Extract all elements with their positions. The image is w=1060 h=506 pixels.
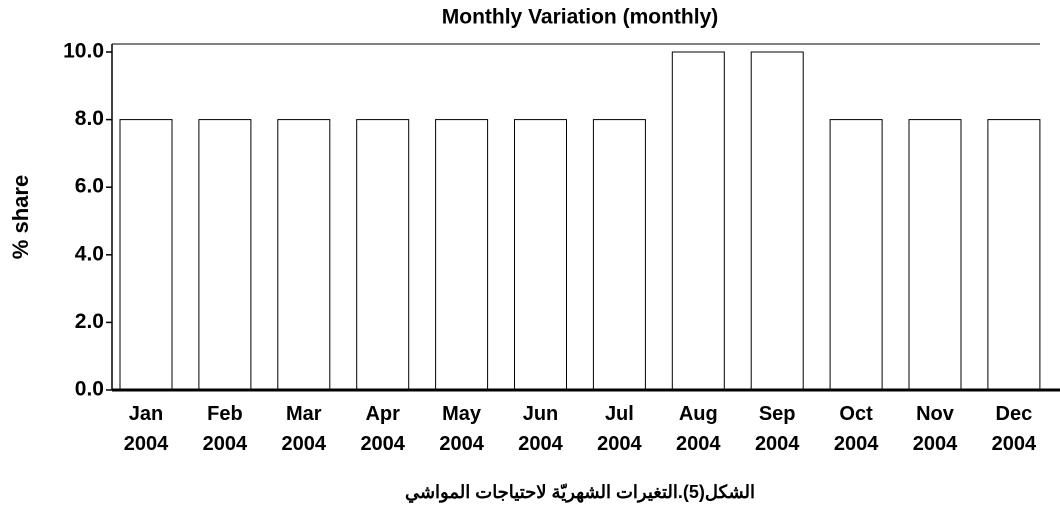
- bar: [987, 119, 1041, 391]
- x-tick-label: Apr 2004: [360, 403, 405, 455]
- bar: [671, 51, 725, 391]
- y-axis-label: % share: [8, 175, 33, 259]
- bar: [514, 119, 567, 391]
- bar: [435, 119, 489, 391]
- y-tick-label: 8.0: [75, 107, 104, 130]
- x-axis-label: الشكل(5).التغيرات الشهريّة لاحتياجات الم…: [405, 482, 755, 503]
- x-tick-label: Sep 2004: [754, 403, 800, 455]
- y-tick-label: 4.0: [75, 242, 104, 265]
- x-tick-label: Jul 2004: [597, 403, 642, 455]
- x-tick-label: Aug 2004: [676, 403, 721, 455]
- y-tick-label: 10.0: [63, 40, 104, 63]
- y-tick-label: 6.0: [75, 175, 104, 198]
- y-tick-label: 2.0: [75, 310, 104, 333]
- bar: [119, 119, 173, 391]
- bar: [356, 119, 410, 391]
- bar: [829, 119, 883, 391]
- x-tick-label: May 2004: [439, 403, 484, 455]
- bar: [277, 119, 331, 391]
- chart-title: Monthly Variation (monthly): [442, 6, 719, 29]
- bar: [750, 51, 804, 391]
- y-tick-label: 0.0: [75, 378, 104, 401]
- x-tick-label: Jun 2004: [518, 403, 563, 455]
- bar: [908, 119, 962, 391]
- x-tick-label: Oct 2004: [833, 403, 879, 455]
- x-tick-label: Nov 2004: [912, 403, 958, 455]
- bar: [592, 119, 646, 391]
- bar: [198, 119, 252, 391]
- x-tick-label: Mar 2004: [281, 403, 327, 455]
- x-tick-label: Dec 2004: [991, 403, 1037, 455]
- x-tick-label: Jan 2004: [123, 403, 169, 455]
- x-tick-label: Feb 2004: [202, 403, 248, 455]
